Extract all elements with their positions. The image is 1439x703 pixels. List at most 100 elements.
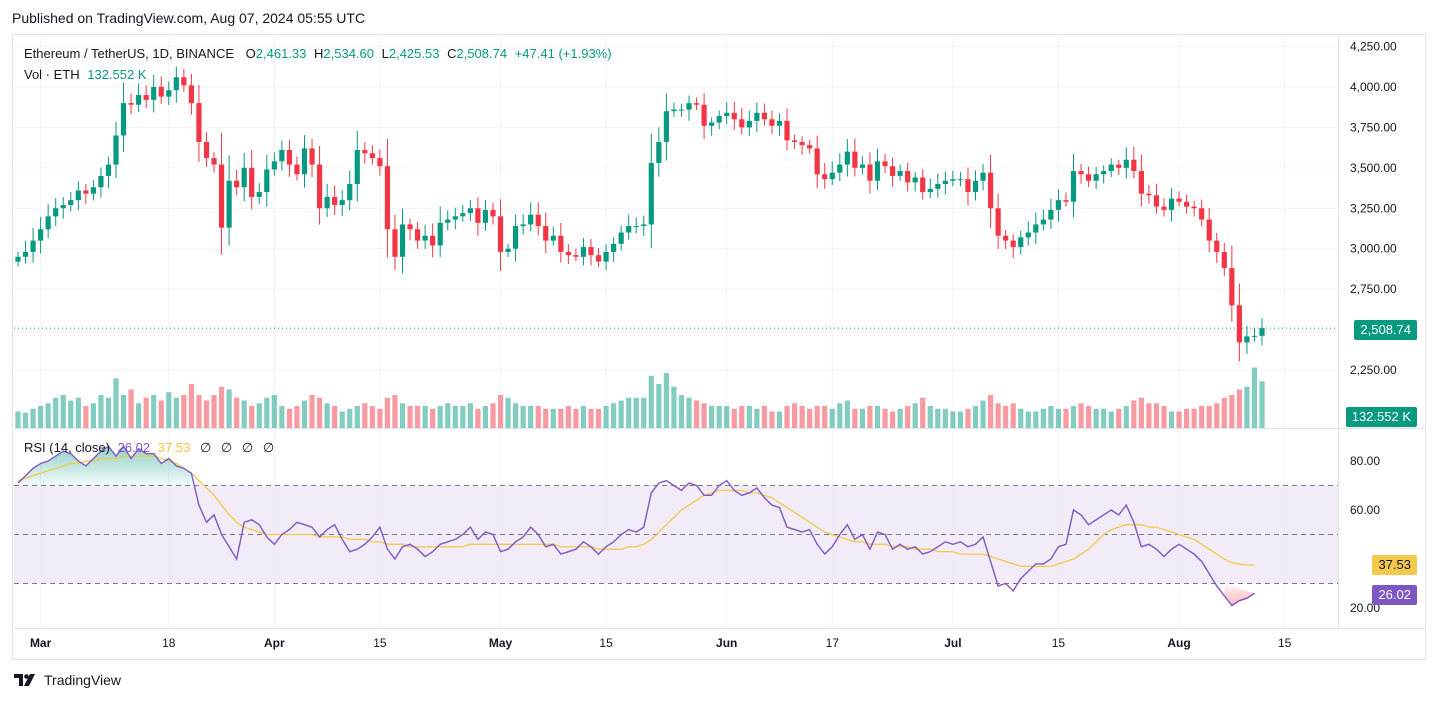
candle-body	[980, 172, 986, 181]
volume-bar	[1146, 403, 1152, 428]
volume-bar	[1093, 408, 1099, 428]
candle-body	[874, 161, 881, 181]
volume-bar	[60, 395, 66, 428]
candle-body	[362, 150, 368, 154]
volume-bar	[1078, 403, 1084, 428]
candle-body	[603, 251, 609, 262]
volume-bar	[68, 400, 74, 428]
volume-bar	[188, 384, 195, 428]
candle-body	[1055, 200, 1062, 210]
candle-body	[105, 164, 112, 176]
candle-body	[1199, 208, 1205, 220]
close-value: 2,508.74	[456, 46, 508, 61]
volume-bar	[852, 408, 858, 428]
volume-bar	[882, 408, 888, 428]
volume-label: Vol · ETH	[24, 67, 80, 82]
volume-bar	[641, 397, 647, 428]
volume-bar	[1003, 406, 1009, 428]
volume-bar	[822, 406, 828, 428]
volume-bar	[791, 403, 798, 428]
volume-bar	[384, 397, 391, 428]
candle-body	[98, 175, 104, 188]
volume-bar	[1025, 411, 1031, 428]
candle-body	[829, 172, 835, 180]
candle-body	[701, 104, 707, 126]
volume-bar	[565, 406, 571, 428]
candle-body	[611, 243, 617, 252]
volume-bar	[1153, 403, 1160, 428]
candle-body	[882, 161, 888, 167]
open-value: 2,461.33	[255, 46, 307, 61]
volume-bar	[731, 408, 737, 428]
volume-bar	[874, 406, 881, 428]
time-tick-label: Mar	[30, 636, 52, 650]
volume-bar	[1048, 406, 1054, 428]
candle-body	[543, 226, 549, 241]
volume-bar	[354, 406, 360, 428]
candle-body	[626, 226, 632, 233]
candle-body	[128, 103, 134, 105]
candle-body	[1025, 232, 1031, 238]
volume-bar	[844, 400, 850, 428]
candle-body	[716, 116, 722, 123]
rsi-ma-value: 37.53	[157, 440, 191, 455]
volume-bar	[324, 403, 330, 428]
candle-body	[1176, 198, 1182, 202]
candle-body	[927, 188, 933, 193]
candle-body	[173, 77, 179, 91]
price-tick-label: 4,250.00	[1350, 40, 1397, 54]
volume-bar	[950, 411, 956, 428]
volume-bar	[513, 403, 519, 428]
tradingview-logo-icon	[14, 674, 35, 686]
volume-bar	[972, 406, 979, 428]
volume-bar	[301, 400, 308, 428]
footer-brand[interactable]: TradingView	[44, 672, 122, 688]
candle-body	[68, 200, 74, 206]
volume-bar	[286, 408, 293, 428]
volume-bar	[475, 408, 481, 428]
rsi-badge: 26.02	[1372, 585, 1417, 605]
candle-body	[1131, 159, 1137, 172]
volume-bar	[648, 375, 654, 428]
candle-body	[38, 229, 44, 241]
volume-bar	[264, 397, 270, 428]
candle-body	[912, 177, 918, 183]
candle-body	[580, 247, 587, 257]
candle-body	[203, 141, 210, 159]
candle-body	[852, 151, 858, 168]
candle-body	[1063, 200, 1069, 202]
volume-header: Vol · ETH 132.552 K	[24, 67, 147, 82]
volume-bar	[53, 397, 59, 428]
volume-bar	[588, 408, 594, 428]
volume-bar	[30, 408, 36, 428]
volume-bar	[686, 397, 692, 428]
volume-bar	[332, 406, 338, 428]
candle-body	[1251, 335, 1258, 337]
candle-body	[120, 103, 127, 136]
change-value: +47.41 (+1.93%)	[514, 46, 612, 61]
volume-bar	[83, 406, 89, 428]
candle-body	[475, 208, 481, 223]
candle-body	[859, 164, 866, 168]
candle-body	[113, 135, 119, 165]
volume-bar	[1244, 386, 1250, 428]
price-tick-label: 3,500.00	[1350, 161, 1397, 175]
volume-bar	[181, 395, 187, 428]
candle-body	[671, 109, 677, 112]
time-tick-label: Jul	[944, 636, 961, 650]
time-tick-label: 15	[1052, 636, 1066, 650]
candle-body	[497, 216, 504, 252]
candle-body	[1078, 171, 1084, 175]
volume-bar	[678, 395, 685, 428]
volume-bar	[1070, 406, 1077, 428]
candle-body	[196, 103, 202, 142]
candle-body	[1116, 164, 1122, 168]
candle-body	[1214, 240, 1220, 252]
chart-frame[interactable]	[12, 34, 1426, 660]
volume-bar	[98, 395, 104, 428]
volume-bar	[347, 408, 353, 428]
candle-body	[1138, 171, 1144, 194]
time-tick-label: Apr	[264, 636, 285, 650]
volume-bar	[166, 392, 172, 428]
